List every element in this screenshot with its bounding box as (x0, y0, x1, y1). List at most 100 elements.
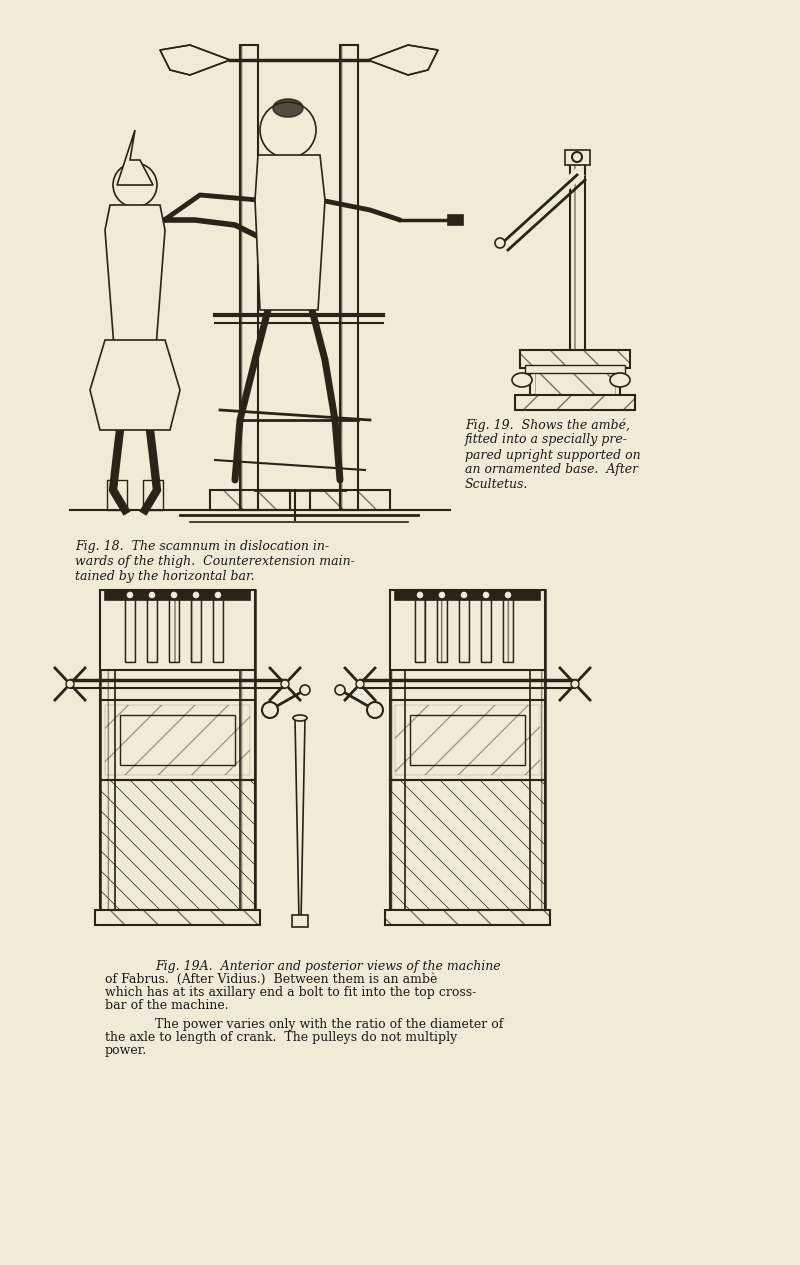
Ellipse shape (273, 99, 303, 116)
Bar (100, 781, 255, 910)
Bar (147, 598, 157, 662)
Bar (448, 215, 463, 225)
Bar (240, 46, 258, 510)
Bar (515, 395, 635, 410)
Bar (385, 910, 550, 925)
Bar (100, 670, 115, 910)
Bar (191, 598, 201, 662)
Text: of Fabrus.  (After Vidius.)  Between them is an ambè: of Fabrus. (After Vidius.) Between them … (105, 973, 438, 985)
Circle shape (572, 152, 582, 162)
Bar (340, 46, 358, 510)
Text: which has at its axillary end a bolt to fit into the top cross-: which has at its axillary end a bolt to … (105, 985, 476, 999)
Bar (415, 598, 425, 662)
Bar (213, 598, 223, 662)
Circle shape (571, 681, 579, 688)
Bar (340, 46, 358, 510)
Circle shape (335, 686, 345, 694)
Bar (390, 700, 545, 781)
Bar (100, 589, 255, 670)
Circle shape (495, 238, 505, 248)
Bar (240, 670, 255, 910)
Circle shape (438, 591, 446, 600)
Text: Fig. 19A.  Anterior and posterior views of the machine: Fig. 19A. Anterior and posterior views o… (155, 960, 501, 973)
Bar (415, 598, 425, 662)
Bar (100, 700, 255, 781)
Bar (292, 915, 308, 927)
Polygon shape (255, 156, 325, 310)
Circle shape (367, 702, 383, 719)
Circle shape (126, 591, 134, 600)
Text: The power varies only with the ratio of the diameter of: The power varies only with the ratio of … (155, 1018, 503, 1031)
Bar (481, 598, 491, 662)
Bar (143, 479, 163, 510)
Bar (95, 910, 260, 925)
Bar (390, 670, 405, 910)
Bar (515, 395, 635, 410)
Bar (191, 598, 201, 662)
Bar (530, 670, 545, 910)
Bar (240, 46, 258, 510)
Bar (213, 598, 223, 662)
Circle shape (281, 681, 289, 688)
Circle shape (482, 591, 490, 600)
Bar (95, 910, 260, 925)
Bar (459, 598, 469, 662)
Ellipse shape (512, 373, 532, 387)
Bar (481, 598, 491, 662)
Bar (385, 910, 550, 925)
Circle shape (260, 102, 316, 158)
Bar (410, 715, 525, 765)
Bar (147, 598, 157, 662)
Polygon shape (90, 340, 180, 430)
Bar (105, 589, 250, 600)
Bar (437, 598, 447, 662)
Text: Fig. 19.  Shows the ambé,
fitted into a specially pre-
pared upright supported o: Fig. 19. Shows the ambé, fitted into a s… (465, 417, 641, 492)
Bar (530, 368, 620, 398)
Bar (390, 589, 545, 670)
Text: Fig. 18.  The scamnum in dislocation in-
wards of the thigh.  Counterextension m: Fig. 18. The scamnum in dislocation in- … (75, 540, 355, 583)
Bar (570, 156, 585, 355)
Bar (390, 781, 545, 910)
Text: the axle to length of crank.  The pulleys do not multiply: the axle to length of crank. The pulleys… (105, 1031, 458, 1044)
Bar (240, 670, 255, 910)
Circle shape (170, 591, 178, 600)
Bar (107, 479, 127, 510)
Bar (310, 490, 390, 510)
Bar (535, 373, 615, 395)
Bar (105, 705, 250, 775)
Ellipse shape (610, 373, 630, 387)
Bar (503, 598, 513, 662)
Circle shape (504, 591, 512, 600)
Bar (390, 670, 405, 910)
Circle shape (113, 163, 157, 207)
Circle shape (416, 591, 424, 600)
Bar (390, 589, 545, 910)
Circle shape (192, 591, 200, 600)
Circle shape (214, 591, 222, 600)
Bar (100, 589, 255, 910)
Polygon shape (105, 205, 165, 361)
Bar (125, 598, 135, 662)
Polygon shape (160, 46, 230, 75)
Ellipse shape (293, 715, 307, 721)
Bar (520, 350, 630, 368)
Bar (503, 598, 513, 662)
Circle shape (460, 591, 468, 600)
Polygon shape (368, 46, 438, 75)
Text: power.: power. (105, 1044, 147, 1058)
Bar (570, 156, 585, 355)
Bar (100, 670, 115, 910)
Bar (459, 598, 469, 662)
Bar (210, 490, 290, 510)
Bar (169, 598, 179, 662)
Bar (437, 598, 447, 662)
Bar (520, 350, 630, 368)
Circle shape (262, 702, 278, 719)
Polygon shape (295, 720, 305, 920)
Circle shape (148, 591, 156, 600)
Bar (310, 490, 390, 510)
Bar (565, 151, 590, 164)
Text: bar of the machine.: bar of the machine. (105, 999, 229, 1012)
Bar (169, 598, 179, 662)
Bar (210, 490, 290, 510)
